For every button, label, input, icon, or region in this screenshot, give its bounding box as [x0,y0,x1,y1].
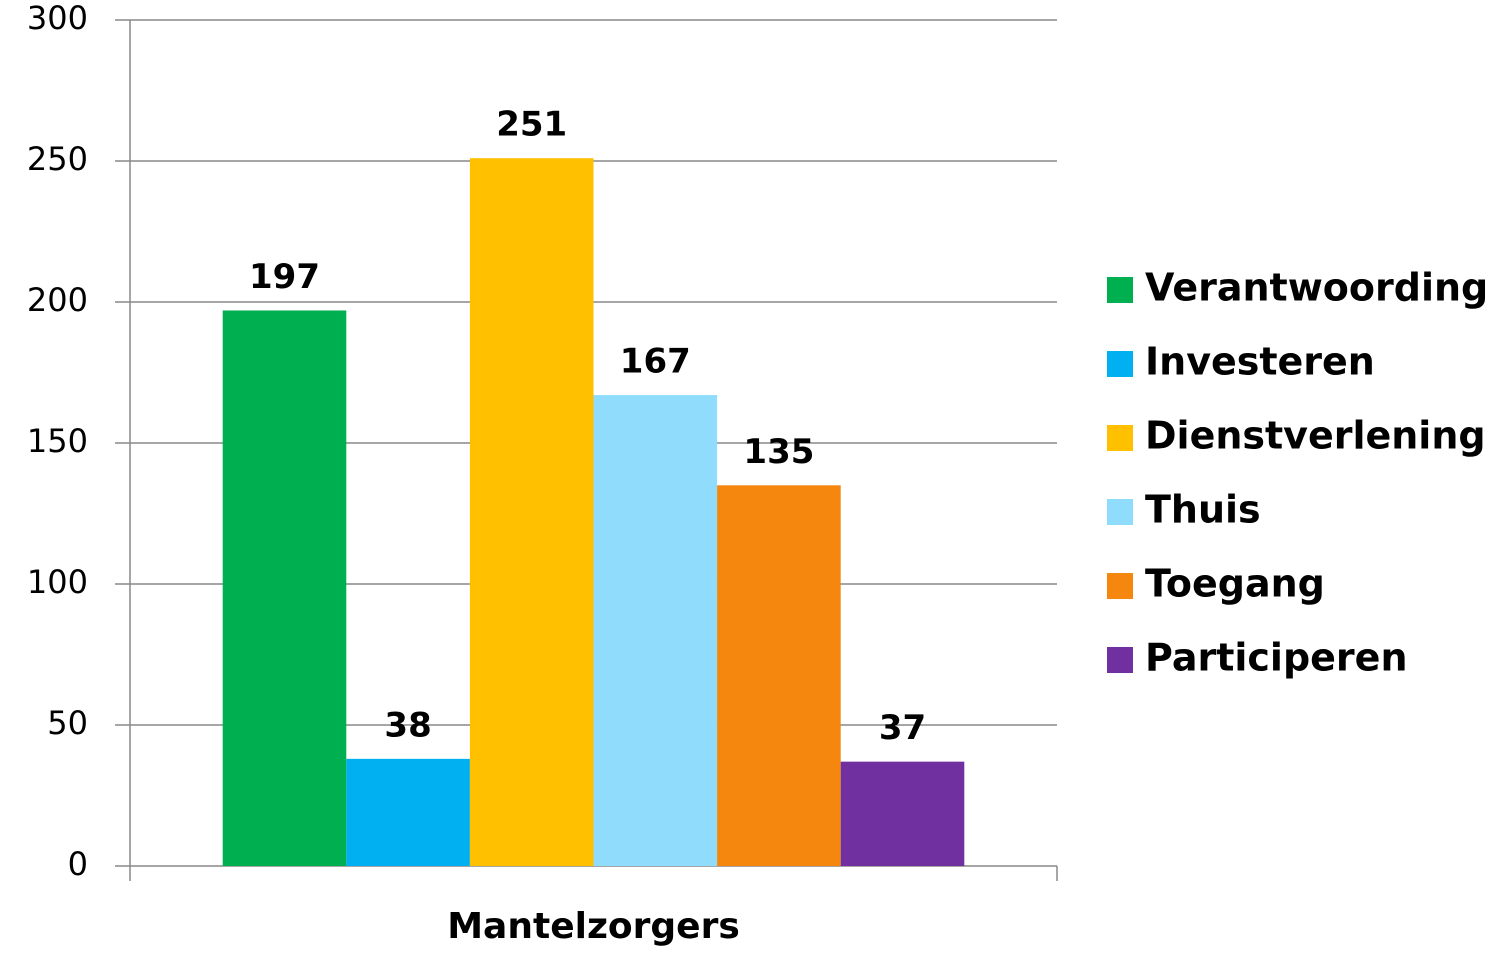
value-label: 135 [743,432,814,472]
x-tick-label: Mantelzorgers [447,906,740,947]
y-tick-label: 250 [27,140,88,178]
legend-label: Toegang [1145,562,1325,606]
legend-swatch [1107,647,1133,673]
legend-swatch [1107,351,1133,377]
bar [222,310,347,867]
value-label: 167 [620,342,691,382]
y-tick-label: 100 [27,563,88,601]
legend-label: Dienstverlening [1145,414,1486,458]
y-tick-label: 300 [27,0,88,37]
value-label: 197 [249,257,320,297]
bar [717,485,841,866]
bar [840,761,965,866]
legend-label: Investeren [1145,340,1375,384]
y-tick-label: 0 [68,845,88,883]
value-label: 38 [384,705,431,745]
legend-swatch [1107,573,1133,599]
y-tick-label: 50 [47,704,88,742]
y-tick-label: 200 [27,281,88,319]
legend-label: Thuis [1145,488,1261,532]
legend-swatch [1107,277,1133,303]
legend-swatch [1107,425,1133,451]
value-label: 251 [496,105,567,145]
y-tick-label: 150 [27,422,88,460]
bar [346,758,470,866]
legend-label: Participeren [1145,636,1408,680]
legend-swatch [1107,499,1133,525]
value-label: 37 [879,708,926,748]
bar [593,395,718,866]
legend-label: Verantwoording [1145,266,1488,310]
bar [469,158,594,866]
